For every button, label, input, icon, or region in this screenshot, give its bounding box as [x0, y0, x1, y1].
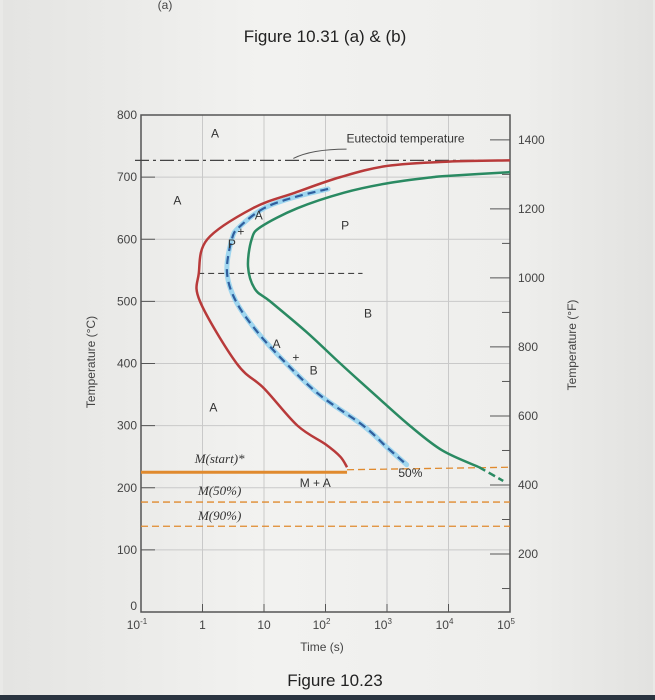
- cut-label: (a): [158, 0, 173, 12]
- region-label: A: [173, 193, 181, 207]
- y-tick-label: 0: [130, 599, 137, 613]
- region-label: +: [292, 351, 299, 365]
- eutectoid-arrow-icon: [293, 148, 347, 159]
- region-label: M + A: [300, 476, 331, 490]
- y-tick-label: 300: [117, 419, 137, 433]
- y-tick-label: 500: [117, 294, 137, 308]
- x-tick-label: 105: [497, 617, 515, 632]
- x-tick-label: 10-1: [127, 617, 148, 632]
- region-label: A: [255, 208, 263, 222]
- region-label: A: [211, 126, 219, 140]
- figure-caption: Figure 10.23: [287, 671, 382, 690]
- y2-tick-label: 1400: [518, 133, 545, 147]
- martensite-label: M(start)*: [194, 451, 245, 466]
- martensite-label: M(50%): [197, 483, 241, 498]
- figure-title: Figure 10.31 (a) & (b): [244, 27, 407, 46]
- region-label: Eutectoid temperature: [346, 131, 464, 145]
- y2-tick-label: 600: [518, 409, 538, 423]
- martensite-label: M(90%): [197, 508, 241, 523]
- screen-bezel: [0, 695, 655, 700]
- region-label: B: [364, 307, 372, 321]
- y-tick-label: 400: [117, 357, 137, 371]
- y2-tick-label: 1000: [518, 271, 545, 285]
- y-tick-label: 600: [117, 232, 137, 246]
- y2-tick-label: 400: [518, 478, 538, 492]
- x-tick-label: 104: [436, 617, 454, 632]
- y-axis-label: Temperature (°C): [84, 316, 98, 408]
- region-label: 50%: [398, 466, 422, 480]
- y2-tick-label: 200: [518, 547, 538, 561]
- region-label: A: [209, 400, 217, 414]
- y-tick-label: 100: [117, 543, 137, 557]
- photo-background: [3, 0, 653, 695]
- x-axis-label: Time (s): [300, 640, 344, 654]
- transformation-end-tail: [478, 466, 504, 483]
- transformation-end-curve: [246, 170, 511, 469]
- martensite-start-extension: [347, 466, 511, 471]
- y-tick-label: 200: [117, 481, 137, 495]
- y2-axis-label: Temperature (°F): [565, 300, 579, 391]
- transformation-start-curve: [195, 159, 511, 468]
- y-tick-label: 700: [117, 170, 137, 184]
- region-label: +: [237, 225, 244, 239]
- region-label: B: [310, 364, 318, 378]
- region-label: P: [341, 218, 349, 232]
- y-tick-label: 800: [117, 108, 137, 122]
- x-tick-label: 103: [374, 617, 392, 632]
- fifty-percent-curve: [225, 187, 408, 466]
- x-tick-label: 10: [257, 618, 271, 632]
- x-tick-label: 1: [199, 618, 206, 632]
- x-tick-label: 102: [313, 617, 331, 632]
- region-label: P: [228, 237, 236, 251]
- y2-tick-label: 1200: [518, 202, 545, 216]
- y2-tick-label: 800: [518, 340, 538, 354]
- region-label: A: [273, 337, 281, 351]
